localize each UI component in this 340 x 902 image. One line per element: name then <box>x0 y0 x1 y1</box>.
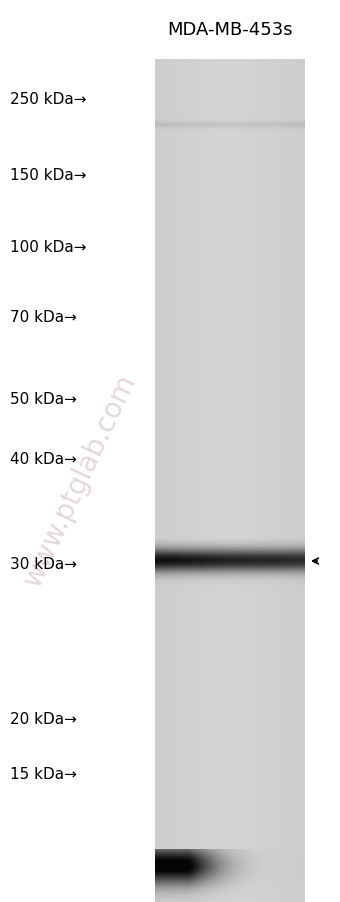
Text: 40 kDa→: 40 kDa→ <box>10 452 77 467</box>
Text: www.ptglab.com: www.ptglab.com <box>18 369 141 590</box>
Text: 50 kDa→: 50 kDa→ <box>10 392 77 407</box>
Text: 70 kDa→: 70 kDa→ <box>10 310 77 325</box>
Text: 20 kDa→: 20 kDa→ <box>10 712 77 727</box>
Text: 100 kDa→: 100 kDa→ <box>10 240 86 255</box>
Text: 250 kDa→: 250 kDa→ <box>10 92 86 107</box>
Text: 150 kDa→: 150 kDa→ <box>10 167 86 182</box>
Text: 15 kDa→: 15 kDa→ <box>10 767 77 782</box>
Text: MDA-MB-453s: MDA-MB-453s <box>167 21 293 39</box>
Text: 30 kDa→: 30 kDa→ <box>10 557 77 572</box>
